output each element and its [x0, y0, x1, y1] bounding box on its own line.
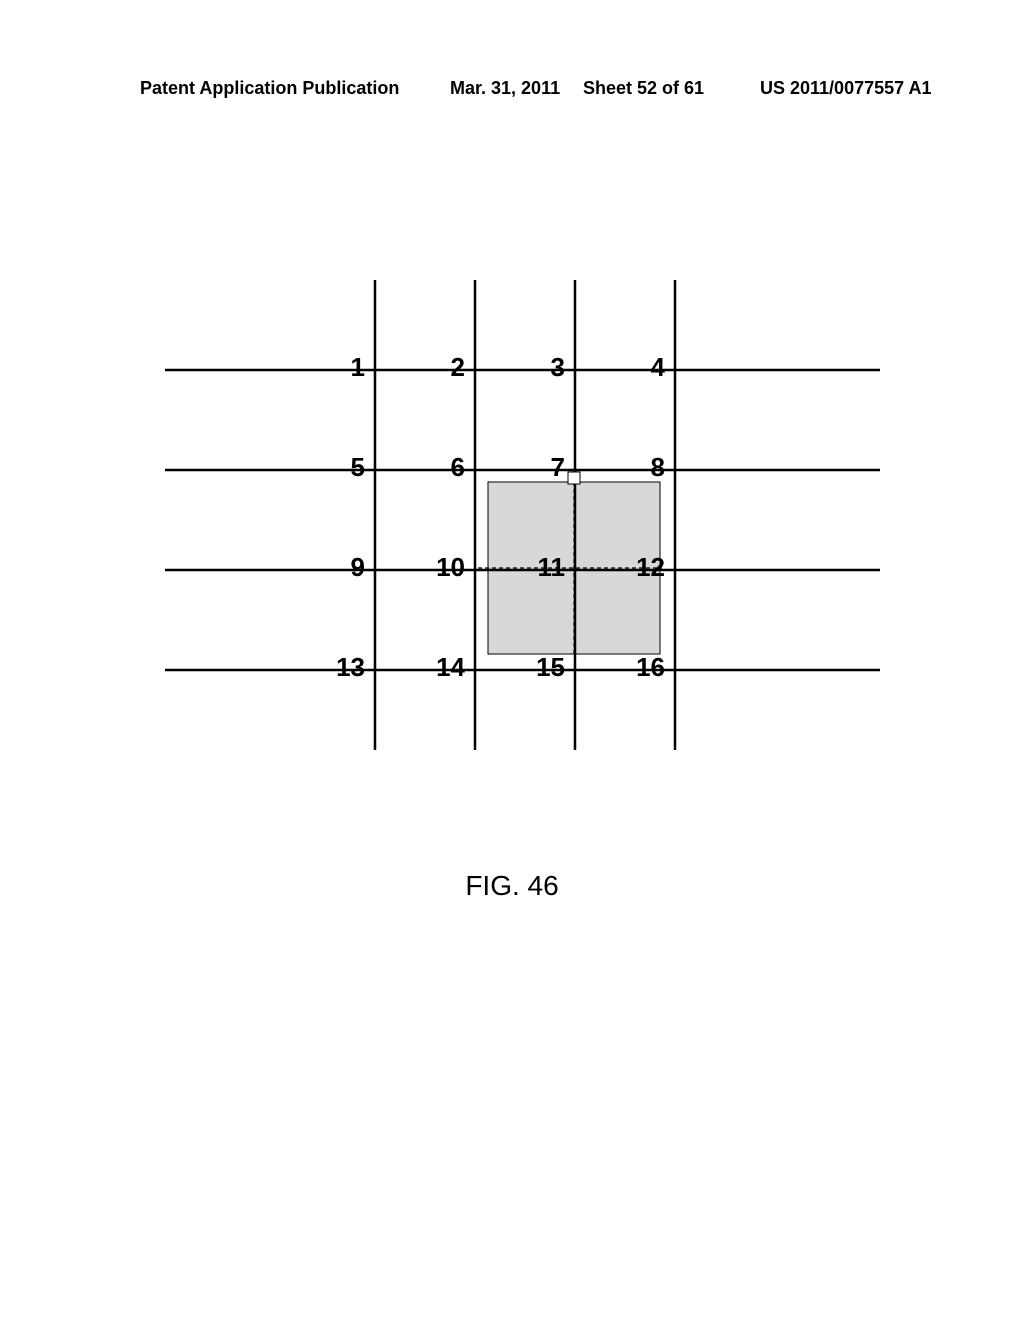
- intersection-label: 13: [336, 652, 365, 682]
- intersection-label: 16: [636, 652, 665, 682]
- intersection-label: 10: [436, 552, 465, 582]
- publication-date: Mar. 31, 2011: [450, 78, 560, 99]
- publication-type: Patent Application Publication: [140, 78, 399, 99]
- intersection-label: 11: [538, 552, 566, 582]
- intersection-label: 3: [551, 352, 565, 382]
- center-marker: [568, 472, 580, 484]
- intersection-label: 4: [651, 352, 666, 382]
- grid-diagram: 12345678910111213141516: [220, 300, 820, 820]
- intersection-label: 14: [436, 652, 465, 682]
- intersection-label: 15: [536, 652, 565, 682]
- patent-number: US 2011/0077557 A1: [760, 78, 931, 99]
- intersection-label: 5: [351, 452, 365, 482]
- intersection-label: 7: [551, 452, 565, 482]
- intersection-label: 2: [451, 352, 465, 382]
- figure-caption: FIG. 46: [0, 870, 1024, 902]
- sheet-number: Sheet 52 of 61: [583, 78, 704, 99]
- intersection-label: 9: [351, 552, 365, 582]
- intersection-label: 6: [451, 452, 465, 482]
- grid-svg: 12345678910111213141516: [220, 300, 820, 820]
- intersection-label: 1: [351, 352, 365, 382]
- intersection-label: 12: [636, 552, 665, 582]
- intersection-label: 8: [651, 452, 665, 482]
